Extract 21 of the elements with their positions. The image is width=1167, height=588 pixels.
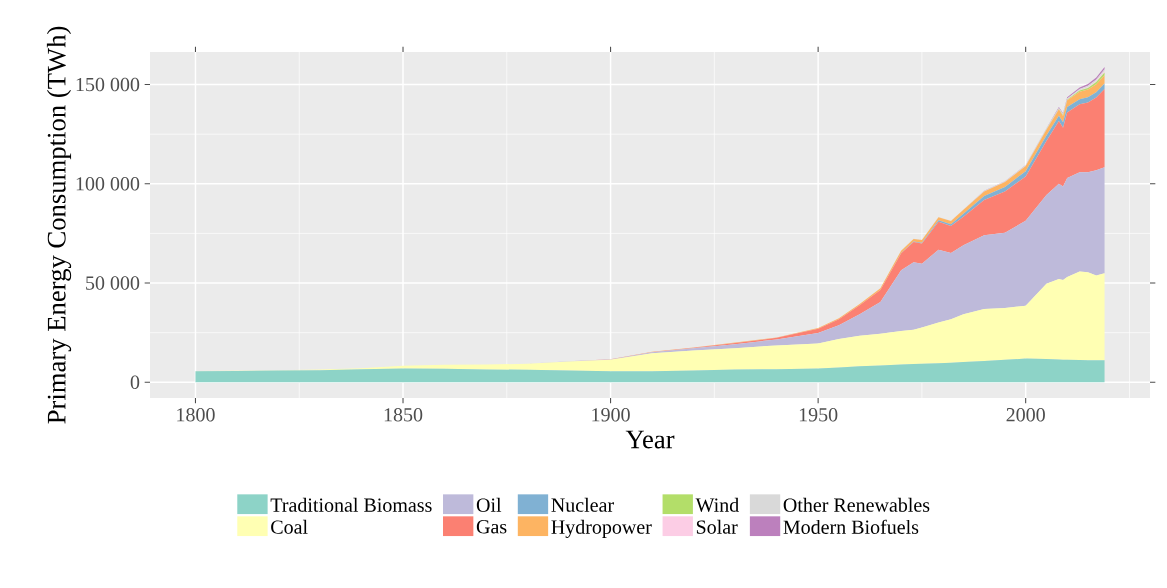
- legend-label: Wind: [695, 497, 739, 512]
- x-tick-label: 1850: [384, 408, 423, 422]
- x-tick-label: 2000: [1006, 408, 1045, 422]
- y-axis-title: Primary Energy Consumption (TWh): [46, 26, 72, 424]
- legend-label: Solar: [696, 519, 738, 534]
- legend-label: Other Renewables: [783, 497, 930, 512]
- legend-label: Traditional Biomass: [270, 497, 432, 512]
- x-tick-label: 1950: [799, 408, 838, 422]
- legend-label: Modern Biofuels: [783, 519, 919, 534]
- y-tick-label: 50 000: [86, 276, 140, 290]
- legend-label: Gas: [476, 520, 507, 534]
- legend-label: Nuclear: [551, 497, 614, 512]
- y-tick-label: 0: [130, 375, 140, 390]
- legend-label: Coal: [271, 519, 308, 534]
- x-tick-label: 1800: [177, 408, 215, 422]
- legend-label: Hydropower: [551, 519, 652, 538]
- y-tick-label: 150 000: [76, 77, 140, 92]
- legend-label: Oil: [476, 497, 502, 512]
- x-axis-title: Year: [625, 430, 675, 449]
- x-tick-label: 1900: [592, 408, 630, 422]
- y-tick-label: 100 000: [76, 177, 140, 191]
